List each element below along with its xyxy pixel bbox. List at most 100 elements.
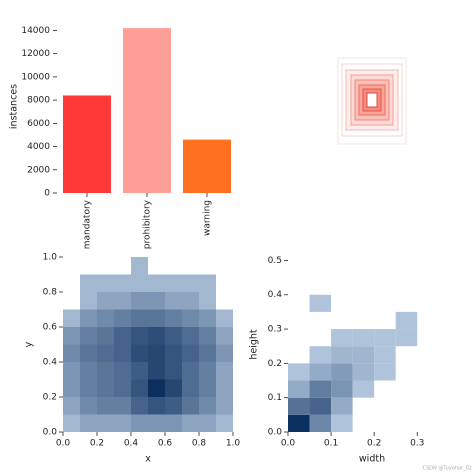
x-axis-label: x [145,454,151,465]
heat-cell [97,292,114,310]
y-tick-label: 0.2 [43,393,57,403]
y-tick-label: 0 [44,189,50,199]
heat-cell [97,414,114,432]
y-tick-label: 2000 [27,165,50,175]
heat-cell [331,397,353,415]
heat-cell [165,274,182,292]
heat-cell [331,346,353,364]
y-tick-label: 12000 [21,49,50,59]
bar [123,28,171,193]
box-outline [341,63,403,137]
heat-cell [114,327,131,345]
heat-cell [352,380,375,398]
heat-cell [63,344,80,362]
heat-cell [114,362,131,380]
heat-cell [97,397,114,415]
heat-cell [80,344,97,362]
heat-cell [309,363,332,381]
heat-cell [63,379,80,397]
y-tick-label: 14000 [21,26,50,36]
x-tick-label: 0.6 [158,439,173,449]
heat-cell [148,379,165,397]
heat-cell [97,274,114,292]
y-tick-label: 8000 [27,96,50,106]
y-tick-label: 10000 [21,72,50,82]
heat-cell [288,363,310,381]
heat-cell [114,292,131,310]
heat-cell [131,327,148,345]
y-tick-label: 6000 [27,119,50,129]
y-tick-label: 0.2 [268,359,282,369]
heat-cell [131,397,148,415]
x-tick-label: 0.1 [324,439,338,449]
heat-cell [80,274,97,292]
heat-cell [97,344,114,362]
heat-cell [80,362,97,380]
heat-cell [80,414,97,432]
heat-cell [199,309,216,327]
bar [63,95,111,193]
heat-cell [288,380,310,398]
heat-cell [395,329,418,347]
heat-cell [331,414,353,432]
heat-cell [131,414,148,432]
y-tick-label: 0.4 [43,358,58,368]
heat-cell [395,311,418,330]
y-tick-label: 4000 [27,142,50,152]
heat-cell [63,414,80,432]
heat-cell [114,414,131,432]
heat-cell [288,414,310,432]
heat-cell [165,414,182,432]
y-tick-label: 0.3 [268,325,282,335]
heat-cell [148,344,165,362]
heat-cell [309,294,332,312]
heat-cell [199,362,216,380]
y-axis-label: y [24,341,35,347]
heat-cell [309,414,332,432]
heat-cell [216,327,233,345]
heat-cell [80,379,97,397]
heat-cell [165,327,182,345]
heat-cell [63,309,80,327]
heat-cell [63,327,80,345]
watermark: CSDN @Tuyohar_02 [423,466,472,472]
heat-cell [114,344,131,362]
heat-cell [182,397,199,415]
heat-cell [165,362,182,380]
heat-cell [148,327,165,345]
heat-cell [131,257,148,275]
heat-cell [199,292,216,310]
box-outline [337,57,407,145]
heat-cell [331,363,353,381]
x-tick-label: prohibitory [143,199,153,249]
heat-cell [352,363,375,381]
y-axis-label: instances [9,84,20,129]
x-tick-label: 0.0 [56,439,71,449]
heat-cell [216,344,233,362]
x-tick-label: 1.0 [226,439,241,449]
heat-cell [182,309,199,327]
x-tick-label: 0.8 [192,439,207,449]
heat-cell [199,414,216,432]
heat-cell [352,346,375,364]
y-tick-label: 0.4 [268,290,283,300]
heat-cell [131,274,148,292]
heat-cell [131,344,148,362]
heat-cell [165,292,182,310]
heat-cell [114,309,131,327]
heat-cell [182,379,199,397]
heat-cell [165,309,182,327]
heat-cell [148,414,165,432]
heat-cell [288,397,310,415]
heat-cell [114,379,131,397]
bar [183,139,231,193]
heat-cell [165,397,182,415]
y-axis-label: height [249,329,260,360]
x-tick-label: 0.4 [124,439,139,449]
heat-cell [148,274,165,292]
y-tick-label: 1.0 [43,253,58,263]
x-tick-label: 0.2 [90,439,104,449]
heat-cell [97,362,114,380]
heat-cell [216,309,233,327]
heat-cell [165,379,182,397]
